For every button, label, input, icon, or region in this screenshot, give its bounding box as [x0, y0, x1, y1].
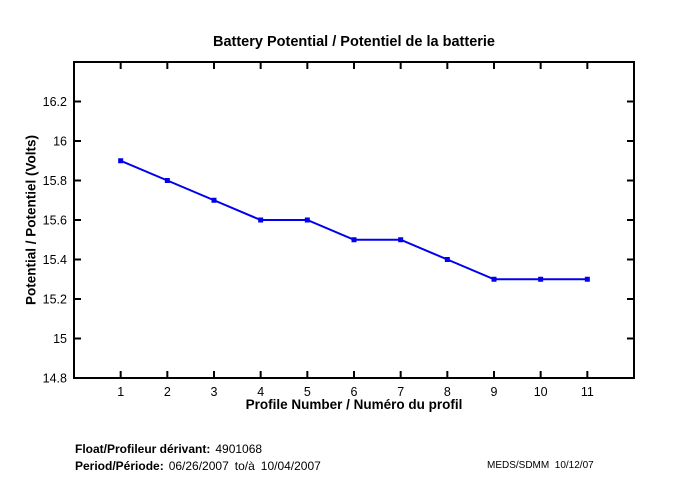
battery-potential-series-line	[120, 159, 588, 281]
y-tick-label: 15.4	[43, 253, 67, 267]
data-point-marker	[118, 158, 124, 164]
float-id-value: 4901068	[215, 442, 263, 456]
y-tick-label: 15.6	[43, 214, 67, 228]
x-tick-label: 3	[211, 385, 218, 399]
x-tick-label: 7	[397, 385, 404, 399]
y-tick-label: 16	[53, 135, 67, 149]
period-label: Period/Période:	[75, 459, 164, 473]
x-tick-label: 5	[304, 385, 311, 399]
x-tick-label: 1	[117, 385, 124, 399]
x-tick-label: 6	[351, 385, 358, 399]
credit-text: MEDS/SDMM 10/12/07	[487, 460, 594, 471]
data-point-marker	[398, 237, 404, 243]
data-point-marker	[258, 217, 264, 223]
x-tick-label: 4	[257, 385, 264, 399]
data-point-marker	[304, 217, 310, 223]
chart-title: Battery Potential / Potentiel de la batt…	[212, 34, 495, 50]
x-tick-label: 10	[534, 385, 548, 399]
y-tick-label: 15.2	[43, 293, 67, 307]
float-label: Float/Profileur dérivant:	[75, 442, 211, 456]
y-axis-label: Potential / Potentiel (Volts)	[23, 134, 39, 306]
x-tick-label: 2	[164, 385, 171, 399]
data-point-marker	[211, 197, 217, 203]
axis-box	[73, 61, 635, 379]
period-line: Period/Période: 06/26/2007 to/à 10/04/2007	[75, 458, 321, 475]
data-point-marker	[351, 237, 357, 243]
x-tick-label: 11	[581, 385, 594, 399]
x-axis-label: Profile Number / Numéro du profil	[245, 397, 463, 412]
x-tick-label: 8	[444, 385, 451, 399]
data-point-marker	[444, 257, 450, 262]
y-tick-label: 16.2	[43, 95, 67, 109]
y-tick-label: 14.8	[43, 372, 67, 386]
data-point-marker	[584, 276, 590, 282]
float-line: Float/Profileur dérivant: 4901068	[75, 441, 321, 458]
data-point-marker	[164, 178, 170, 183]
period-separator: to/à	[234, 459, 255, 473]
x-tick-label: 9	[491, 385, 498, 399]
y-tick-label: 15	[53, 332, 67, 346]
data-point-marker	[491, 276, 497, 282]
period-start-date: 06/26/2007	[168, 459, 229, 473]
y-tick-label: 15.8	[43, 174, 67, 188]
period-end-date: 10/04/2007	[260, 459, 321, 473]
data-point-marker	[538, 276, 544, 282]
annotation-block: Float/Profileur dérivant: 4901068 Period/…	[75, 441, 321, 475]
